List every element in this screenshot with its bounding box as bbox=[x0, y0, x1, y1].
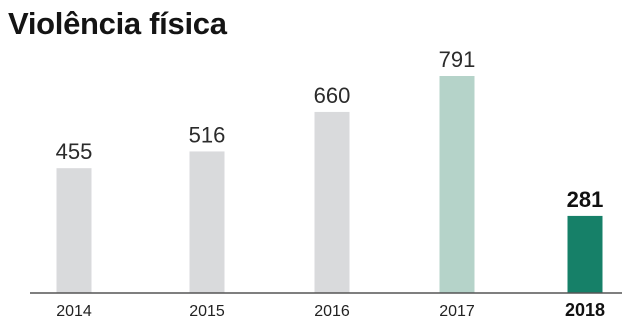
value-label-2017: 791 bbox=[439, 47, 476, 72]
value-label-2018: 281 bbox=[567, 187, 604, 212]
value-label-2016: 660 bbox=[314, 83, 351, 108]
bar-2014 bbox=[56, 168, 92, 293]
tick-label-2017: 2017 bbox=[439, 303, 475, 320]
tick-labels-group: 2014 2015 2016 2017 2018 bbox=[56, 300, 605, 320]
bar-2015 bbox=[189, 151, 225, 293]
bar-2016 bbox=[314, 111, 350, 293]
tick-label-2014: 2014 bbox=[56, 303, 92, 320]
tick-label-2015: 2015 bbox=[189, 303, 225, 320]
bar-2017 bbox=[439, 76, 475, 293]
value-label-2014: 455 bbox=[56, 139, 93, 164]
value-label-2015: 516 bbox=[189, 122, 226, 147]
bars-group bbox=[56, 76, 603, 293]
tick-label-2018: 2018 bbox=[565, 300, 605, 320]
chart-title: Violência física bbox=[8, 6, 227, 41]
tick-label-2016: 2016 bbox=[314, 303, 350, 320]
bar-2018 bbox=[567, 215, 603, 293]
value-labels-group: 455 516 660 791 281 bbox=[56, 47, 604, 212]
